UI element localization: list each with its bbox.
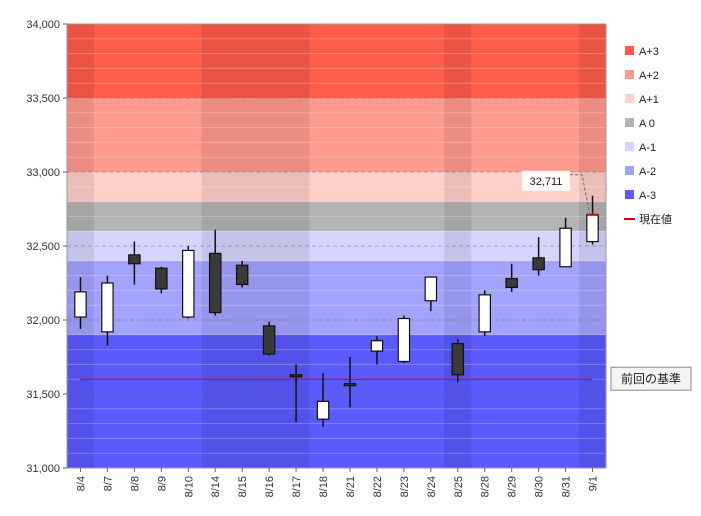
x-tick-label: 8/28 [480,476,492,497]
candle-body [532,257,545,271]
candle-body [370,340,384,352]
candle-body [182,249,195,318]
candle-body [128,254,141,265]
legend-label: A+3 [639,46,659,58]
x-tick-label: 8/17 [291,476,303,497]
legend-swatch [625,142,634,151]
x-tick-label: 8/15 [237,476,249,497]
reference-label-box [610,366,692,391]
x-tick-label: 8/21 [345,476,357,497]
y-tick-label: 32,000 [26,315,60,327]
x-tick-label: 8/25 [453,476,465,497]
candle-body [101,282,114,333]
x-tick-label: 8/16 [264,476,276,497]
candle-body [424,276,438,302]
legend-label: A+2 [639,70,659,82]
legend-swatch [625,94,634,103]
candle-body [262,325,276,355]
candle-body [586,214,599,243]
reference-label: 前回の基準 [621,371,681,386]
x-tick-label: 8/9 [156,476,168,491]
legend-swatch [625,118,634,127]
x-tick-label: 8/4 [75,476,87,491]
band-Aplus1 [67,172,606,202]
legend-swatch [625,70,634,79]
x-tick-label: 8/23 [399,476,411,497]
candle-body [74,291,87,318]
y-tick-label: 31,000 [26,463,60,475]
x-tick-label: 8/8 [129,476,141,491]
y-tick-label: 31,500 [26,389,60,401]
reference-line-layer: 前回の基準 [80,366,692,391]
x-tick-label: 8/24 [426,476,438,497]
legend-swatch [625,190,634,199]
y-tick-label: 33,000 [26,167,60,179]
legend-swatch [625,46,634,55]
legend-label: A 0 [639,118,655,130]
candle-body [451,343,465,376]
y-tick-label: 32,500 [26,241,60,253]
legend-swatch [625,166,634,175]
legend: A+3 A+2 A+1 A 0 A-1 A-2 A-3 現在値 [624,46,672,226]
x-tick-label: 8/18 [318,476,330,497]
axes-layer: 31,000 31,500 32,000 32,500 33,000 33,500 34,0… [26,19,607,497]
candle-body [289,374,303,378]
band-Aminus2 [67,260,606,335]
candle-body [208,252,222,314]
x-tick-label: 8/31 [561,476,573,497]
y-tick-label: 33,500 [26,93,60,105]
x-tick-label: 8/22 [372,476,384,497]
band-Aplus2 [67,98,606,172]
legend-label: A+1 [639,94,659,106]
band-Aminus3 [67,334,606,468]
x-tick-label: 8/30 [534,476,546,497]
candle-body [235,264,249,286]
candles-layer [74,195,599,427]
candle-body [505,277,518,289]
x-tick-label: 9/1 [588,476,600,491]
callout-box [522,170,570,191]
y-tick-label: 34,000 [26,19,60,31]
band-A0 [67,201,606,232]
x-tick-label: 8/7 [102,476,114,491]
candle-body [155,267,168,290]
candle-body [343,383,357,387]
candle-body [397,317,411,363]
callout-leader [570,174,591,213]
current-price-callout: 32,711 [522,170,591,213]
callout-value: 32,711 [530,176,563,188]
x-tick-label: 8/14 [210,476,222,497]
candle-body [478,294,491,333]
legend-label: A-2 [639,166,656,178]
candle-body [559,227,572,268]
x-tick-label: 8/29 [507,476,519,497]
legend-label: A-3 [639,190,656,202]
x-tick-label: 8/10 [183,476,195,497]
candle-body [316,400,330,420]
band-Aplus3 [67,24,606,98]
legend-label: 現在値 [639,213,672,226]
legend-label: A-1 [639,142,656,154]
